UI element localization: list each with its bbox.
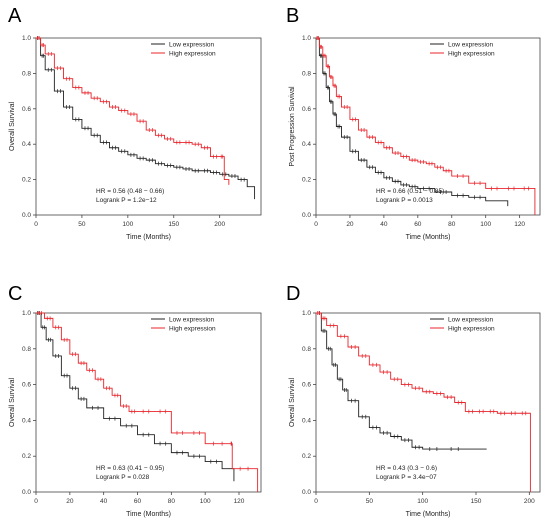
x-tick-label: 150 xyxy=(471,498,482,505)
x-tick-label: 100 xyxy=(200,498,211,505)
y-tick-label: 0.8 xyxy=(22,70,31,77)
panel-d: D 0 50 100 150 200 0.0 0.2 0.4 0.6 0.8 1.0 Time (Mon… xyxy=(286,283,541,518)
y-tick-label: 0.6 xyxy=(22,106,31,113)
y-tick-label: 0.4 xyxy=(302,141,311,148)
y-tick-label: 0.6 xyxy=(22,382,31,389)
logrank-p: Logrank P = 0.0013 xyxy=(376,197,433,204)
panel-letter: B xyxy=(286,5,299,27)
x-tick-label: 100 xyxy=(417,498,428,505)
curve-high-expression xyxy=(36,37,230,185)
x-tick-label: 200 xyxy=(524,498,535,505)
y-tick-label: 0.8 xyxy=(302,70,311,77)
hazard-ratio: HR = 0.63 (0.41 − 0.95) xyxy=(96,465,164,472)
panel-letter: D xyxy=(286,283,300,305)
x-tick-label: 200 xyxy=(214,221,225,228)
x-axis-label: Time (Months) xyxy=(126,511,171,518)
x-tick-label: 150 xyxy=(168,221,179,228)
x-tick-label: 100 xyxy=(122,221,133,228)
x-tick-label: 40 xyxy=(380,221,388,228)
y-tick-label: 0.0 xyxy=(22,212,31,219)
panel-a: A 0 50 100 150 200 0.0 0.2 0.4 0.6 0.8 1.0 Time (Mon… xyxy=(8,5,262,241)
legend-entry: Low expression xyxy=(448,317,494,324)
x-tick-label: 20 xyxy=(346,221,354,228)
plot-frame xyxy=(35,312,262,493)
legend-entry: High expression xyxy=(169,326,216,333)
legend-entry: High expression xyxy=(448,51,495,58)
logrank-p: Logrank P = 3.4e−07 xyxy=(376,474,437,481)
panel-letter: C xyxy=(8,283,22,305)
y-tick-label: 1.0 xyxy=(22,35,31,42)
curve-low-expression xyxy=(316,37,509,207)
legend-entry: Low expression xyxy=(448,42,494,49)
curve-high-expression xyxy=(316,37,536,215)
x-tick-label: 0 xyxy=(314,221,318,228)
hazard-ratio: HR = 0.43 (0.3 − 0.6) xyxy=(376,465,437,472)
x-tick-label: 50 xyxy=(366,498,374,505)
y-tick-label: 0.4 xyxy=(302,417,311,424)
x-axis-label: Time (Months) xyxy=(406,234,451,241)
plot-frame xyxy=(315,37,541,216)
x-tick-label: 120 xyxy=(234,498,245,505)
y-tick-label: 0.4 xyxy=(22,141,31,148)
y-tick-label: 0.0 xyxy=(302,212,311,219)
x-tick-label: 80 xyxy=(168,498,176,505)
legend-entry: Low expression xyxy=(169,42,215,49)
logrank-p: Logrank P = 0.028 xyxy=(96,474,150,481)
curve-high-expression xyxy=(36,312,259,492)
x-tick-label: 0 xyxy=(34,498,38,505)
y-tick-label: 0.8 xyxy=(302,346,311,353)
plot-frame xyxy=(35,37,262,216)
y-axis-label: Overall Survival xyxy=(9,378,16,427)
curve-low-expression xyxy=(316,312,487,450)
logrank-p: Logrank P = 1.2e−12 xyxy=(96,197,157,204)
y-tick-label: 0.6 xyxy=(302,106,311,113)
panel-letter: A xyxy=(8,5,22,27)
x-tick-label: 100 xyxy=(480,221,491,228)
curve-low-expression xyxy=(36,312,235,482)
legend-entry: High expression xyxy=(169,51,216,58)
legend-entry: High expression xyxy=(448,326,495,333)
y-tick-label: 0.2 xyxy=(302,453,311,460)
y-tick-label: 1.0 xyxy=(22,310,31,317)
x-axis-label: Time (Months) xyxy=(126,234,171,241)
x-tick-label: 20 xyxy=(66,498,74,505)
curve-low-expression xyxy=(36,37,256,200)
y-tick-label: 0.2 xyxy=(22,453,31,460)
y-tick-label: 0.2 xyxy=(22,177,31,184)
x-tick-label: 40 xyxy=(100,498,108,505)
y-axis-label: Overall Survival xyxy=(9,102,16,151)
x-tick-label: 80 xyxy=(448,221,456,228)
plot-frame xyxy=(315,312,541,493)
x-axis-label: Time (Months) xyxy=(406,511,451,518)
legend-entry: Low expression xyxy=(169,317,215,324)
x-tick-label: 0 xyxy=(314,498,318,505)
y-tick-label: 0.2 xyxy=(302,177,311,184)
y-tick-label: 0.8 xyxy=(22,346,31,353)
x-tick-label: 60 xyxy=(414,221,422,228)
y-tick-label: 0.0 xyxy=(302,489,311,496)
x-tick-label: 0 xyxy=(34,221,38,228)
y-axis-label: Overall Survival xyxy=(289,378,296,427)
y-tick-label: 0.6 xyxy=(302,382,311,389)
x-tick-label: 50 xyxy=(78,221,86,228)
hazard-ratio: HR = 0.66 (0.51 − 0.85) xyxy=(376,188,444,195)
y-tick-label: 0.4 xyxy=(22,417,31,424)
curve-high-expression xyxy=(316,312,531,492)
y-tick-label: 1.0 xyxy=(302,310,311,317)
x-tick-label: 120 xyxy=(514,221,525,228)
panel-c: C 0 20 40 60 80 100 120 0.0 0.2 0.4 0.6 0.8 1.0 Time (… xyxy=(8,283,262,518)
x-tick-label: 60 xyxy=(134,498,142,505)
y-axis-label: Post Progression Survival xyxy=(289,86,296,167)
hazard-ratio: HR = 0.56 (0.48 − 0.66) xyxy=(96,188,164,195)
panel-b: B 0 20 40 60 80 100 120 0.0 0.2 0.4 0.6 0.8 1.0 Time (… xyxy=(286,5,541,241)
y-tick-label: 0.0 xyxy=(22,489,31,496)
y-tick-label: 1.0 xyxy=(302,35,311,42)
